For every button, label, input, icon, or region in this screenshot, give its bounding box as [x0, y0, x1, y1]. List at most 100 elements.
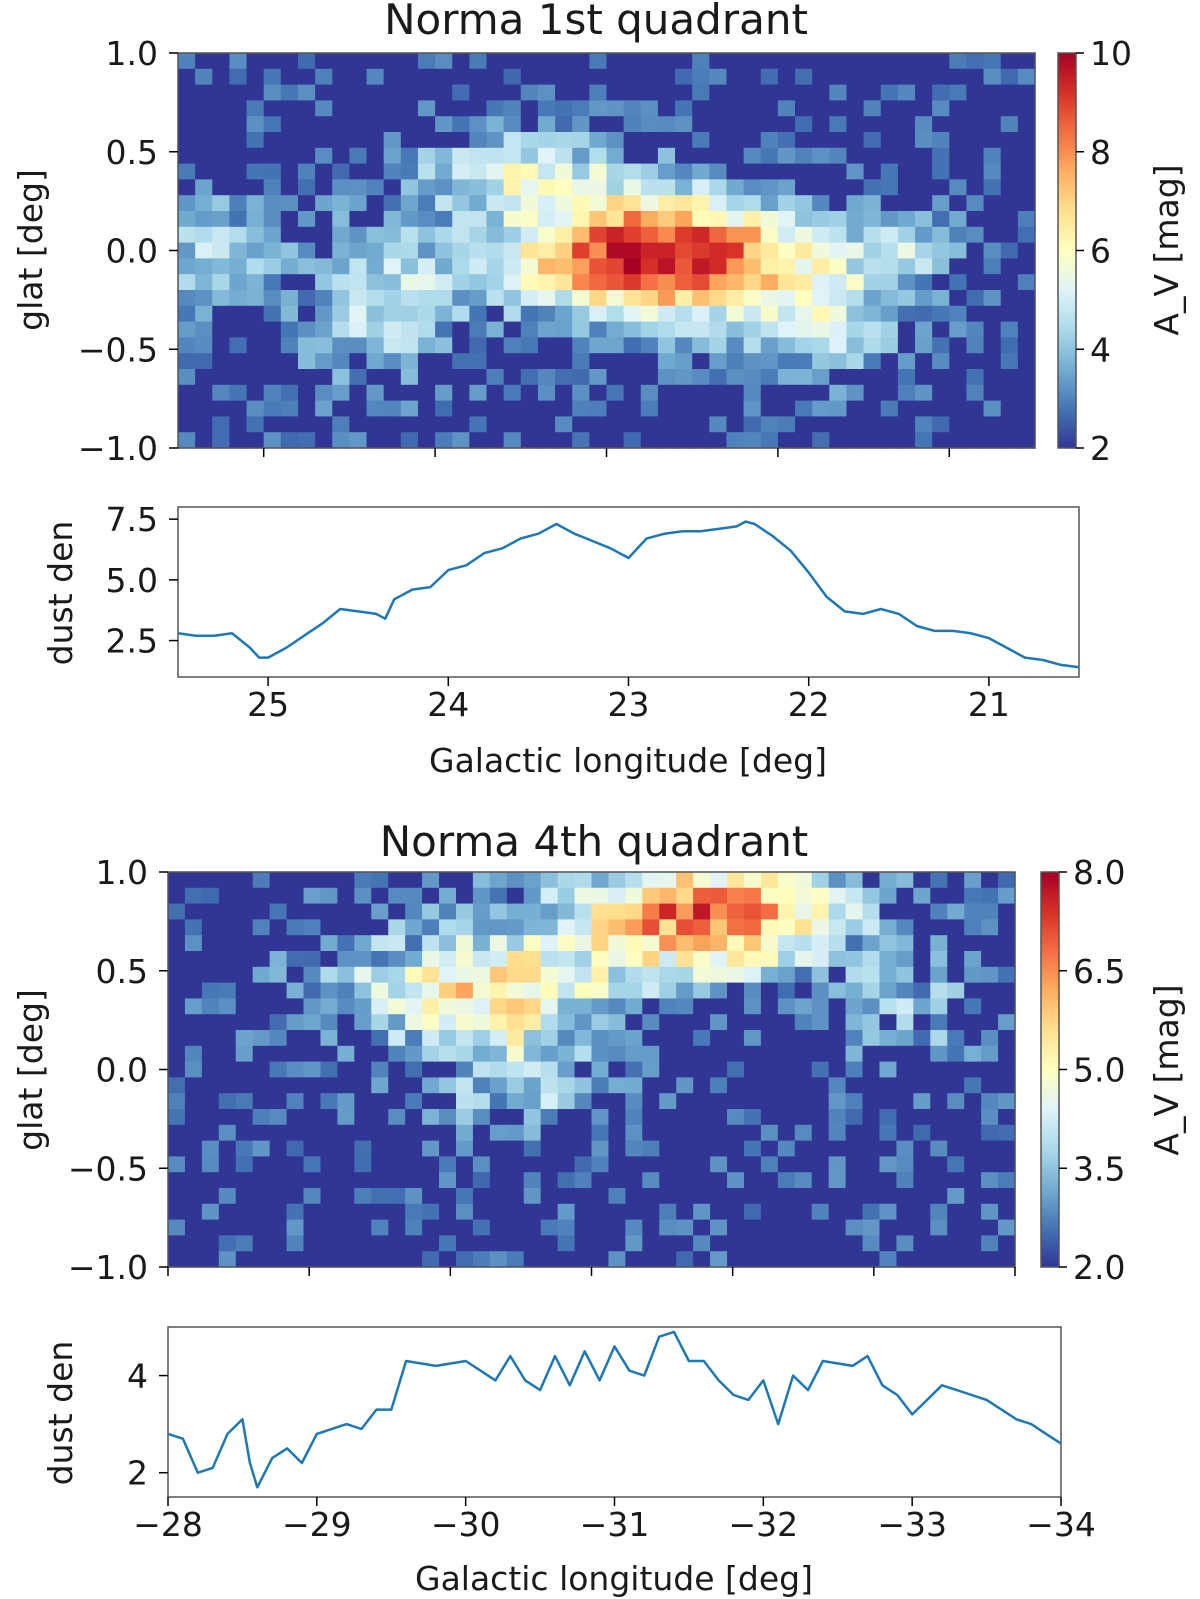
heatmap-cell: [591, 951, 610, 968]
heatmap-cell: [710, 872, 728, 889]
heatmap-cell: [1000, 432, 1019, 449]
heatmap-cell: [795, 258, 813, 275]
heatmap-cell: [388, 1093, 406, 1110]
heatmap-cell: [168, 1140, 186, 1157]
heatmap-cell: [520, 100, 539, 117]
heatmap-cell: [998, 1061, 1016, 1078]
heatmap-cell: [862, 1061, 881, 1078]
heatmap-cell: [949, 337, 968, 354]
heatmap-cell: [949, 432, 968, 449]
heatmap-cell: [218, 903, 237, 920]
heatmap-cell: [608, 1045, 626, 1063]
heatmap-cell: [252, 1061, 271, 1078]
heatmap-cell: [540, 1219, 559, 1236]
heatmap-cell: [320, 1156, 338, 1173]
heatmap-cell: [966, 211, 985, 228]
heatmap-cell: [455, 903, 474, 920]
heatmap-cell: [623, 337, 642, 354]
heatmap-cell: [642, 1156, 660, 1173]
heatmap-cell: [388, 919, 406, 936]
heatmap-cell: [743, 1045, 762, 1063]
heatmap-cell: [862, 1124, 881, 1142]
heatmap-cell: [435, 195, 453, 212]
heatmap-cell: [589, 226, 608, 244]
heatmap-cell: [572, 100, 590, 117]
heatmap-cell: [760, 53, 779, 70]
heatmap-cell: [625, 1188, 643, 1205]
heatmap-cell: [913, 1251, 931, 1268]
heatmap-cell: [846, 274, 865, 291]
heatmap-cell: [286, 935, 305, 952]
heatmap-cell: [195, 432, 213, 449]
heatmap-cell: [422, 1235, 440, 1252]
heatmap-cell: [812, 369, 830, 386]
heatmap-cell: [983, 432, 1002, 449]
heatmap-cell: [981, 1045, 999, 1063]
heatmap-cell: [246, 416, 265, 433]
heatmap-cell: [675, 226, 693, 244]
heatmap-cell: [523, 1172, 542, 1189]
heatmap-cell: [371, 1188, 389, 1205]
heatmap-cell: [303, 872, 322, 889]
heatmap-cell: [168, 1188, 186, 1205]
heatmap-cell: [574, 1077, 593, 1094]
heatmap-cell: [417, 68, 436, 86]
heatmap-cell: [315, 132, 333, 149]
heatmap-cell: [897, 432, 916, 449]
heatmap-cell: [657, 116, 676, 133]
heatmap-cell: [246, 116, 265, 133]
heatmap-cell: [540, 1077, 559, 1094]
heatmap-cell: [608, 903, 626, 920]
heatmap-cell: [657, 242, 676, 259]
heatmap-cell: [520, 195, 539, 212]
heatmap-cell: [676, 919, 694, 936]
heatmap-cell: [726, 384, 745, 402]
heatmap-cell: [743, 1188, 762, 1205]
heatmap-cell: [269, 1235, 288, 1252]
heatmap-cell: [184, 1045, 203, 1063]
heatmap-cell: [811, 1188, 830, 1205]
heatmap-cell: [591, 1172, 610, 1189]
heatmap-cell: [589, 321, 608, 338]
heatmap-cell: [983, 321, 1002, 338]
heatmap-cell: [537, 432, 556, 449]
heatmap-cell: [812, 290, 830, 307]
heatmap-cell: [439, 1156, 457, 1173]
heatmap-cell: [269, 951, 288, 968]
heatmap-cell: [280, 100, 299, 117]
heatmap-cell: [235, 1251, 254, 1268]
heatmap-cell: [863, 100, 882, 117]
heatmap-cell: [623, 147, 642, 165]
heatmap-cell: [625, 887, 643, 905]
heatmap-cell: [727, 872, 745, 889]
heatmap-cell: [608, 1156, 626, 1173]
heatmap-cell: [503, 274, 522, 291]
heatmap-cell: [452, 163, 470, 180]
heatmap-cell: [589, 353, 608, 370]
heatmap-cell: [693, 1219, 711, 1236]
heatmap-cell: [743, 1172, 762, 1189]
heatmap-cell: [947, 966, 965, 984]
heatmap-cell: [303, 1203, 322, 1221]
heatmap-cell: [246, 211, 265, 228]
heatmap-cell: [606, 305, 625, 323]
heatmap-cell: [640, 116, 659, 133]
heatmap-cell: [828, 1188, 847, 1205]
heatmap-cell: [383, 132, 402, 149]
colorbar-tick-label: 2: [1090, 429, 1111, 468]
heatmap-cell: [520, 274, 539, 291]
heatmap-cell: [388, 1077, 406, 1094]
heatmap-cell: [263, 321, 282, 338]
heatmap-cell: [523, 1219, 542, 1236]
heatmap-cell: [811, 1077, 830, 1094]
heatmap-cell: [777, 84, 796, 101]
heatmap-cell: [727, 1172, 745, 1189]
heatmap-cell: [229, 432, 248, 449]
heatmap-cell: [229, 116, 248, 133]
heatmap-cell: [913, 1172, 931, 1189]
heatmap-cell: [555, 163, 573, 180]
heatmap-cell: [452, 132, 470, 149]
heatmap-cell: [229, 211, 248, 228]
heatmap-cell: [930, 935, 948, 952]
heatmap-cell: [811, 935, 830, 952]
